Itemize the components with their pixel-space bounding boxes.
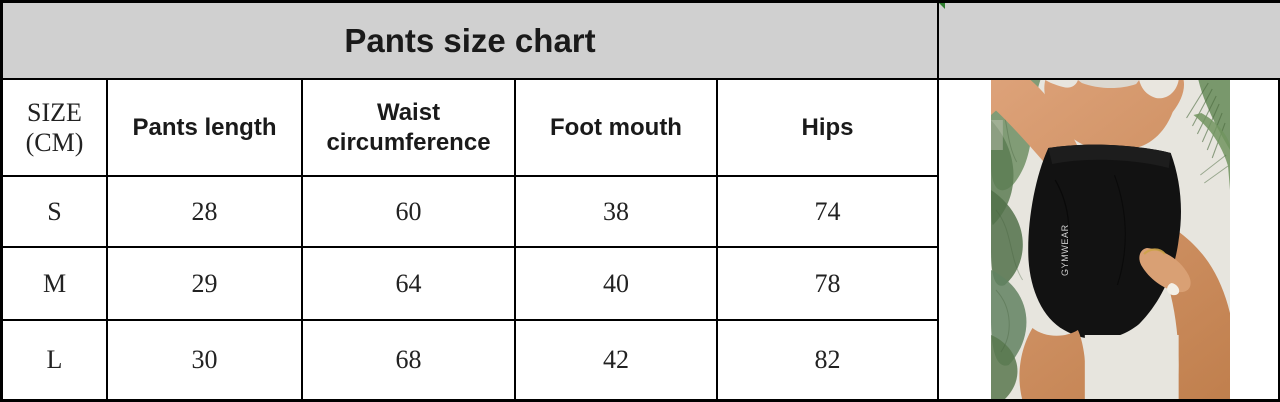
svg-text:GYMWEAR: GYMWEAR — [1060, 224, 1070, 276]
